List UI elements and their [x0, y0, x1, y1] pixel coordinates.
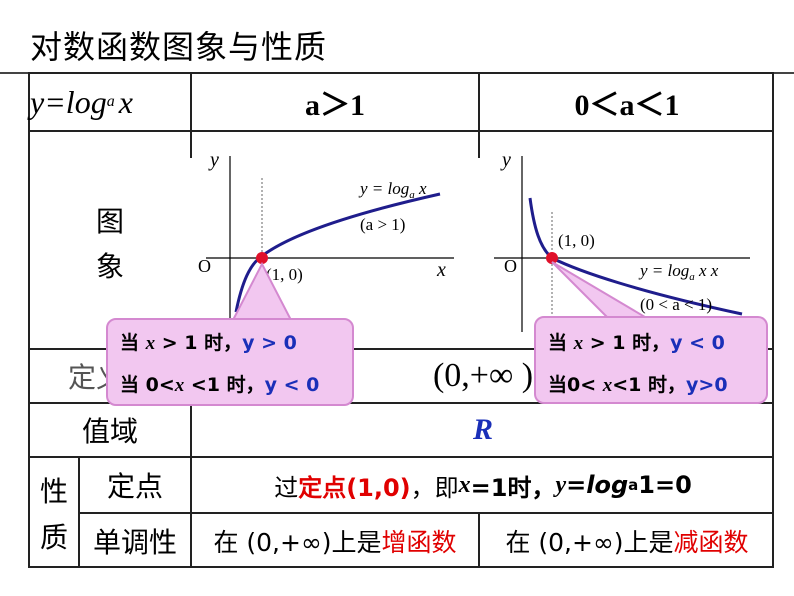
point-1-0 [256, 252, 268, 264]
fixed-point-text: 过定点(1,0) ，即 x =1时， y = log a 1=0 [274, 471, 692, 502]
condition-label: (0 < a < 1) [640, 295, 712, 314]
point-label: (1, 0) [266, 265, 303, 284]
y-axis-label: y [208, 149, 219, 171]
grid-line [478, 72, 480, 158]
curve-label: y = loga x x [638, 261, 719, 283]
callout-line-1: 当 x > 1 时，y < 0 [548, 332, 725, 354]
graph-label-2: 象 [95, 250, 124, 283]
x-axis-label: x [436, 259, 446, 281]
grid-line [478, 512, 480, 568]
graph-a-between-0-1: y O (1, 0) y = loga x x (0 < a < 1) [494, 149, 750, 332]
function-header: y=log a x [30, 83, 133, 120]
condition-label: (a > 1) [360, 215, 405, 234]
grid-line [190, 350, 192, 568]
domain-value: (0,+∞ ) [432, 357, 534, 394]
monotonic-increasing: 在 (0,+∞)上是 增函数 [213, 528, 457, 557]
callout-a-between-0-1: 当 x > 1 时，y < 0 当0< x<1 时，y>0 [534, 316, 768, 404]
callout-line-2: 当0< x<1 时，y>0 [548, 374, 728, 396]
callout-line-1: 当 x > 1 时，y > 0 [120, 332, 297, 354]
origin-label: O [504, 256, 517, 276]
grid-line [28, 130, 774, 132]
origin-label: O [198, 256, 211, 276]
fixed-point-label: 定点 [106, 470, 163, 503]
callout-a-greater-1: 当 x > 1 时，y > 0 当 0<x <1 时，y < 0 [106, 318, 354, 406]
properties-label-2: 质 [39, 521, 68, 554]
header-a-between-0-1: 0＜a＜1 [574, 89, 680, 122]
right-callout-pointer [551, 261, 654, 321]
grid-line [190, 72, 192, 158]
range-label: 值域 [81, 415, 138, 448]
grid-line [28, 456, 774, 458]
graph-label-1: 图 [95, 205, 124, 238]
curve-label: y = loga x [358, 179, 427, 201]
log-curve-increasing [234, 192, 441, 313]
left-callout-pointer [230, 261, 294, 323]
header-a-greater-1: a＞1 [305, 89, 365, 122]
grid-line [28, 348, 774, 350]
log-curve-decreasing [528, 197, 743, 316]
grid-line [28, 402, 774, 404]
graph-a-greater-1: y x O (1, 0) y = loga x (a > 1) [198, 149, 454, 332]
grid-line [78, 512, 774, 514]
point-1-0 [546, 252, 558, 264]
properties-label-1: 性 [39, 475, 68, 508]
callout-line-2: 当 0<x <1 时，y < 0 [120, 374, 320, 396]
monotonic-decreasing: 在 (0,+∞)上是 减函数 [505, 528, 749, 557]
y-axis-label: y [500, 149, 511, 171]
property-table [28, 72, 774, 568]
page-title: 对数函数图象与性质 [30, 28, 328, 66]
range-value: R [472, 413, 493, 446]
monotonic-label: 单调性 [92, 526, 177, 559]
point-label: (1, 0) [558, 231, 595, 250]
